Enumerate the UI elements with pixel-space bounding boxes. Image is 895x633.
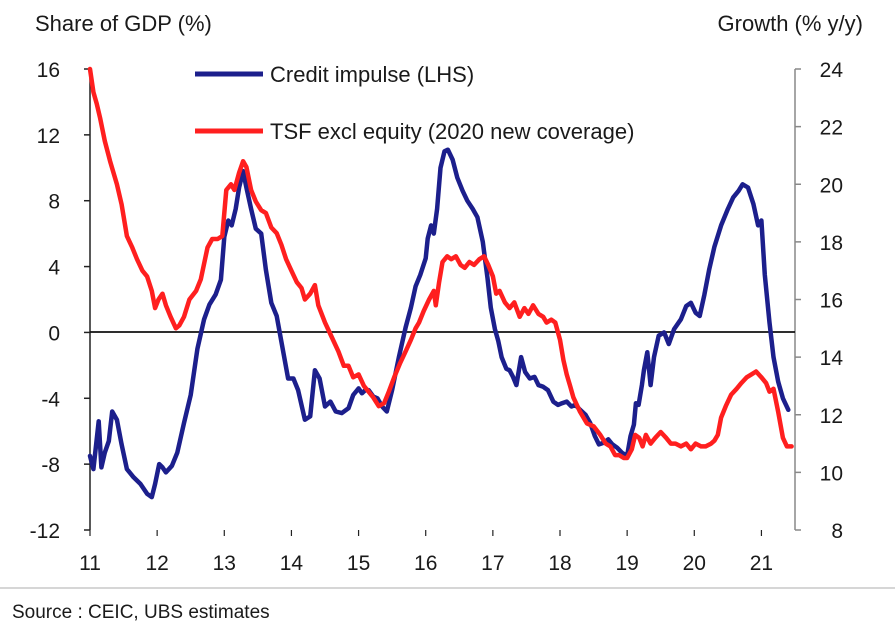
x-tick-label: 21 [750,552,773,575]
left-tick-label: 12 [37,125,60,148]
right-tick-label: 20 [820,174,843,197]
legend-label-credit-impulse: Credit impulse (LHS) [270,62,474,87]
x-tick-label: 19 [615,552,638,575]
right-tick-label: 8 [831,520,843,543]
series-tsf-excl-equity [87,66,794,461]
left-tick-label: 4 [48,257,60,280]
right-y-axis: 24 22 20 18 16 14 12 10 8 [795,59,843,543]
x-tick-label: 11 [79,552,101,575]
right-tick-label: 16 [820,290,843,313]
x-tick-label: 16 [414,552,437,575]
legend: Credit impulse (LHS) TSF excl equity (20… [195,62,634,144]
x-tick-label: 20 [683,552,706,575]
x-tick-label: 14 [280,552,304,575]
x-tick-label: 15 [347,552,370,575]
left-tick-label: -12 [30,520,60,543]
x-tick-label: 12 [145,552,168,575]
left-tick-label: 16 [37,59,60,82]
x-tick-label: 17 [481,552,504,575]
right-tick-label: 10 [820,462,843,485]
left-tick-label: -8 [41,454,60,477]
x-tick-label: 13 [213,552,236,575]
left-y-axis: 16 12 8 4 0 -4 -8 -12 [30,59,90,543]
x-axis: 11 12 13 14 15 16 17 18 19 20 21 [79,530,773,575]
right-tick-label: 22 [820,117,843,140]
x-tick-label: 18 [548,552,571,575]
right-axis-title: Growth (% y/y) [718,11,863,36]
series-credit-impulse [87,147,791,500]
legend-label-tsf: TSF excl equity (2020 new coverage) [270,119,634,144]
left-tick-label: 0 [48,322,60,345]
right-tick-label: 12 [820,405,843,428]
right-tick-label: 14 [820,347,844,370]
right-tick-label: 24 [820,59,844,82]
source-note: Source : CEIC, UBS estimates [12,602,270,623]
left-axis-title: Share of GDP (%) [35,11,212,36]
series-layer [87,66,794,500]
right-tick-label: 18 [820,232,843,255]
left-tick-label: -4 [41,388,60,411]
left-tick-label: 8 [48,191,60,214]
